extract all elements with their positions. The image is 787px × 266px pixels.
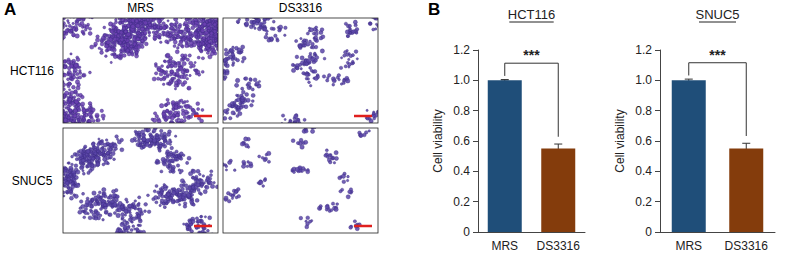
svg-text:0.2: 0.2	[453, 195, 470, 209]
svg-text:HCT116: HCT116	[508, 7, 555, 22]
svg-text:1.0: 1.0	[635, 73, 652, 87]
svg-text:Cell viability: Cell viability	[613, 109, 627, 172]
html-text:A: A	[4, 0, 17, 19]
svg-text:DS3316: DS3316	[537, 239, 581, 253]
svg-text:0: 0	[463, 225, 470, 239]
svg-text:SNUC5: SNUC5	[12, 174, 53, 188]
svg-text:0.6: 0.6	[635, 134, 652, 148]
svg-text:1.0: 1.0	[453, 73, 470, 87]
svg-text:1.2: 1.2	[453, 43, 470, 57]
svg-text:0.8: 0.8	[453, 104, 470, 118]
html-text:B: B	[428, 0, 441, 19]
svg-text:0.4: 0.4	[635, 164, 652, 178]
svg-text:0.2: 0.2	[635, 195, 652, 209]
svg-text:Cell viability: Cell viability	[431, 109, 445, 172]
svg-text:SNUC5: SNUC5	[695, 7, 739, 22]
svg-text:0.8: 0.8	[635, 104, 652, 118]
svg-text:MRS: MRS	[675, 239, 702, 253]
svg-text:MRS: MRS	[127, 1, 154, 15]
svg-text:MRS: MRS	[491, 239, 518, 253]
svg-text:1.2: 1.2	[635, 43, 652, 57]
svg-text:***: ***	[709, 47, 726, 63]
svg-text:DS3316: DS3316	[279, 1, 323, 15]
svg-text:0: 0	[645, 225, 652, 239]
svg-text:0.4: 0.4	[453, 164, 470, 178]
svg-text:HCT116: HCT116	[10, 64, 54, 78]
svg-text:***: ***	[523, 47, 540, 63]
svg-text:0.6: 0.6	[453, 134, 470, 148]
svg-text:DS3316: DS3316	[725, 239, 769, 253]
